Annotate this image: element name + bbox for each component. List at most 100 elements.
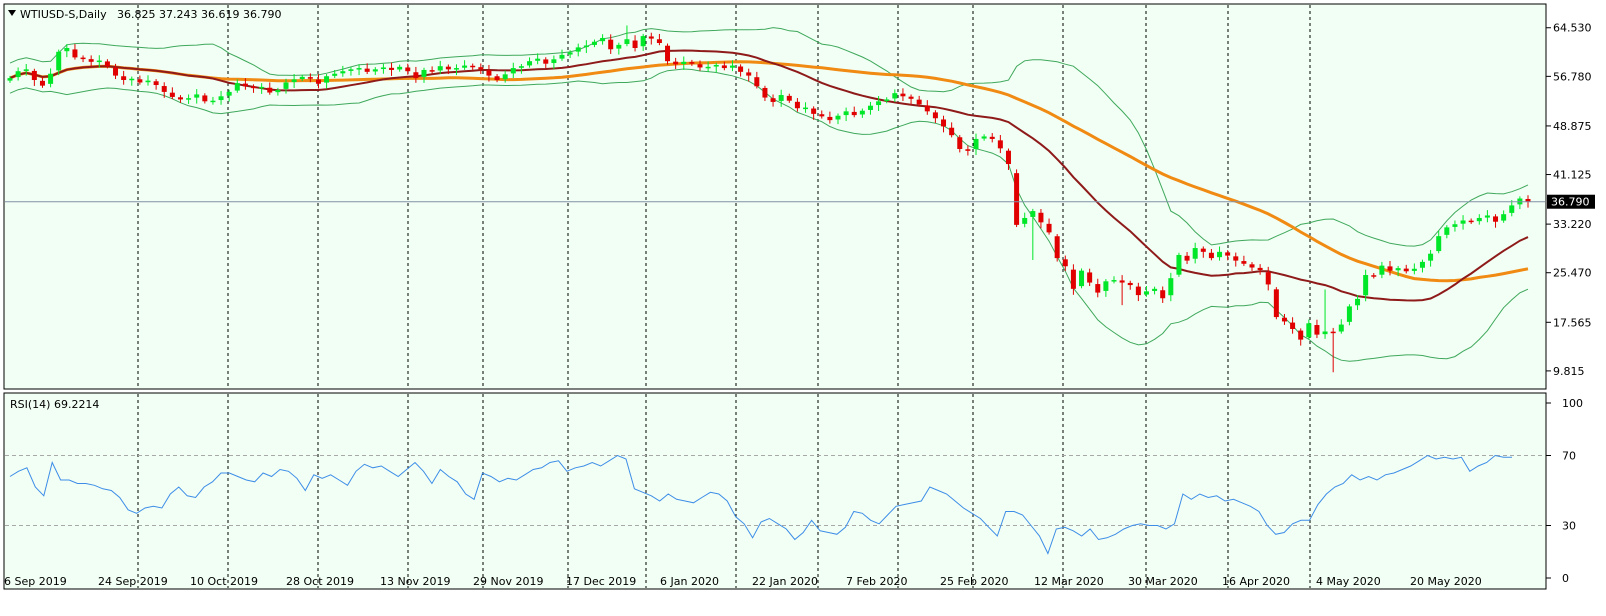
rsi-tick-label: 100	[1562, 397, 1583, 410]
candle-body	[1079, 270, 1085, 287]
candle-body	[551, 59, 557, 64]
candle-body	[981, 136, 987, 139]
candle-body	[389, 67, 395, 70]
candle-body	[1208, 252, 1214, 259]
candle-body	[129, 78, 135, 81]
candle-body	[145, 80, 151, 83]
candle-body	[153, 81, 159, 86]
candle-body	[1338, 324, 1344, 332]
candle-body	[1111, 280, 1117, 282]
candle-body	[543, 59, 549, 64]
candle-body	[413, 72, 419, 79]
date-tick-label: 12 Mar 2020	[1034, 575, 1104, 588]
candle-body	[656, 39, 662, 43]
candle-body	[932, 112, 938, 119]
price-tick-label: 17.565	[1553, 316, 1592, 329]
candle-body	[1176, 254, 1182, 275]
price-axis: 64.530 56.780 48.875 41.125 33.220 25.470 17.5…	[5, 22, 1595, 378]
chart-menu-triangle-icon[interactable]	[8, 10, 16, 16]
candle-body	[64, 48, 70, 52]
candle-body	[1371, 275, 1377, 277]
candle-body	[1525, 198, 1531, 202]
candle-body	[56, 51, 62, 71]
candle-body	[1127, 282, 1133, 286]
candle-body	[1046, 223, 1052, 233]
candle-body	[1160, 290, 1166, 299]
candle-body	[307, 77, 313, 79]
candle-body	[1225, 252, 1231, 256]
candle-body	[88, 59, 94, 62]
candle-body	[965, 149, 971, 151]
candlesticks	[7, 25, 1531, 373]
candle-body	[31, 70, 37, 80]
candle-body	[226, 91, 232, 96]
candle-body	[843, 111, 849, 116]
candle-body	[332, 73, 338, 76]
candle-body	[1200, 248, 1206, 252]
candle-body	[997, 140, 1003, 149]
candle-body	[632, 40, 638, 49]
candle-body	[1192, 248, 1198, 259]
candle-body	[437, 66, 443, 71]
candle-body	[259, 86, 265, 89]
candle-body	[924, 105, 930, 112]
candle-body	[1143, 291, 1149, 295]
candle-body	[1152, 288, 1158, 291]
rsi-panel[interactable]	[3, 392, 1547, 590]
rsi-level-lines	[5, 455, 1545, 526]
candle-body	[803, 107, 809, 110]
candle-body	[1346, 306, 1352, 322]
candle-body	[640, 36, 646, 47]
candle-body	[23, 69, 29, 71]
ohlc-label: 36.825 37.243 36.619 36.790	[117, 8, 281, 21]
price-tick-label: 25.470	[1553, 267, 1592, 280]
candle-body	[348, 69, 354, 71]
main-chart-panel[interactable]	[3, 3, 1547, 390]
price-tick-label: 64.530	[1553, 22, 1592, 35]
candle-body	[380, 67, 386, 70]
candle-body	[1403, 268, 1409, 272]
candle-body	[721, 65, 727, 69]
candle-body	[900, 93, 906, 97]
candle-body	[876, 101, 882, 106]
candle-body	[1322, 331, 1328, 335]
candle-body	[445, 66, 451, 70]
candle-body	[1387, 266, 1393, 271]
candle-body	[1005, 150, 1011, 165]
candle-body	[665, 45, 671, 62]
candle-body	[210, 100, 216, 103]
candle-body	[1428, 253, 1434, 261]
candle-body	[746, 72, 752, 76]
candle-body	[1265, 272, 1271, 285]
candle-body	[283, 82, 289, 89]
price-tick-label: 48.875	[1553, 120, 1592, 133]
candle-body	[121, 76, 127, 80]
date-tick-label: 25 Feb 2020	[940, 575, 1008, 588]
candle-body	[1062, 259, 1068, 267]
symbol-label: WTIUSD-S,Daily	[20, 8, 107, 21]
candle-body	[39, 80, 45, 86]
current-price-badge	[1547, 194, 1595, 209]
date-tick-label: 17 Dec 2019	[566, 575, 636, 588]
candle-body	[1468, 220, 1474, 223]
candle-body	[616, 44, 622, 49]
candle-body	[7, 78, 13, 81]
rsi-line-layer	[9, 454, 1512, 555]
candle-body	[851, 111, 857, 116]
slow-moving-average-line	[9, 60, 1529, 283]
candle-body	[1419, 261, 1425, 268]
candle-body	[113, 67, 119, 76]
candle-body	[941, 119, 947, 127]
candle-body	[242, 83, 248, 87]
candle-body	[1030, 211, 1036, 217]
candle-body	[1135, 286, 1141, 296]
candle-body	[510, 68, 516, 74]
price-tick-label: 9.815	[1553, 365, 1585, 378]
candle-body	[1452, 224, 1458, 227]
candle-body	[1314, 325, 1320, 335]
candle-body	[502, 74, 508, 80]
moving-averages	[9, 49, 1529, 302]
candle-body	[1273, 289, 1279, 318]
candle-body	[754, 77, 760, 87]
candle-body	[1436, 236, 1442, 252]
